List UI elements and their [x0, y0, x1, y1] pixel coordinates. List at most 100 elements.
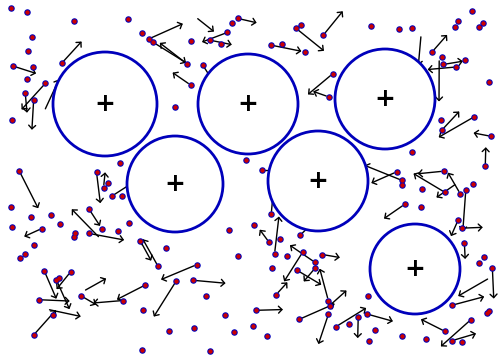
Point [398, 178, 406, 183]
Point [393, 169, 401, 175]
Point [449, 338, 457, 344]
Point [440, 168, 448, 174]
Point [458, 225, 466, 231]
Point [452, 64, 460, 70]
Point [278, 41, 286, 47]
Point [475, 260, 483, 266]
Point [362, 311, 370, 317]
Point [85, 206, 93, 211]
Point [301, 49, 309, 55]
Point [230, 329, 238, 335]
Point [481, 163, 489, 169]
Point [329, 71, 337, 77]
Point [440, 168, 448, 174]
Point [8, 204, 16, 210]
Point [186, 82, 195, 88]
Point [193, 262, 201, 267]
Point [138, 30, 146, 36]
Point [30, 97, 38, 103]
Point [24, 48, 32, 53]
Point [27, 215, 35, 220]
Text: +: + [374, 87, 396, 111]
Point [190, 326, 198, 331]
Point [67, 269, 75, 275]
Point [139, 307, 147, 312]
Point [228, 20, 236, 26]
Point [428, 49, 436, 55]
Point [223, 29, 231, 35]
Point [193, 262, 201, 267]
Point [267, 211, 275, 217]
Point [311, 265, 319, 271]
Point [283, 253, 291, 259]
Point [172, 278, 180, 284]
Point [319, 252, 327, 257]
Point [40, 268, 48, 274]
Point [138, 30, 146, 36]
Point [272, 292, 280, 297]
Point [116, 160, 124, 166]
Point [265, 239, 273, 245]
Point [467, 317, 475, 322]
Point [30, 242, 38, 248]
Point [398, 333, 406, 339]
Point [487, 134, 495, 139]
Point [38, 226, 46, 232]
Point [460, 240, 468, 246]
Point [276, 236, 284, 241]
Point [487, 134, 495, 139]
Point [468, 8, 476, 14]
Point [437, 117, 445, 122]
Point [325, 94, 333, 100]
Point [475, 24, 483, 30]
Point [272, 292, 280, 297]
Point [117, 194, 125, 199]
Point [138, 347, 146, 353]
Point [485, 79, 493, 85]
Point [475, 260, 483, 266]
Point [320, 32, 328, 38]
Point [108, 193, 116, 199]
Point [417, 204, 425, 209]
Point [217, 41, 225, 47]
Point [104, 180, 112, 186]
Point [458, 225, 466, 231]
Point [49, 312, 57, 317]
Point [57, 60, 66, 66]
Point [104, 180, 112, 186]
Point [217, 41, 225, 47]
Point [418, 186, 426, 192]
Point [136, 238, 144, 244]
Point [252, 307, 260, 313]
Point [207, 348, 215, 353]
Point [47, 213, 55, 218]
Point [52, 277, 60, 283]
Point [52, 277, 60, 283]
Point [371, 327, 379, 333]
Point [21, 252, 29, 257]
Point [230, 329, 238, 335]
Point [139, 307, 147, 312]
Point [320, 32, 328, 38]
Point [8, 204, 16, 210]
Point [301, 49, 309, 55]
Point [483, 310, 491, 316]
Point [479, 20, 487, 26]
Circle shape [370, 224, 460, 314]
Point [437, 117, 445, 122]
Point [21, 90, 29, 95]
Point [441, 190, 449, 195]
Point [267, 42, 275, 48]
Point [439, 61, 448, 67]
Point [459, 340, 467, 345]
Point [292, 25, 300, 31]
Point [408, 149, 416, 155]
Point [452, 64, 460, 70]
Point [398, 182, 406, 188]
Point [7, 5, 15, 11]
Point [125, 220, 134, 226]
Point [16, 255, 24, 261]
Point [367, 24, 375, 29]
Point [438, 127, 446, 133]
Point [441, 328, 449, 334]
